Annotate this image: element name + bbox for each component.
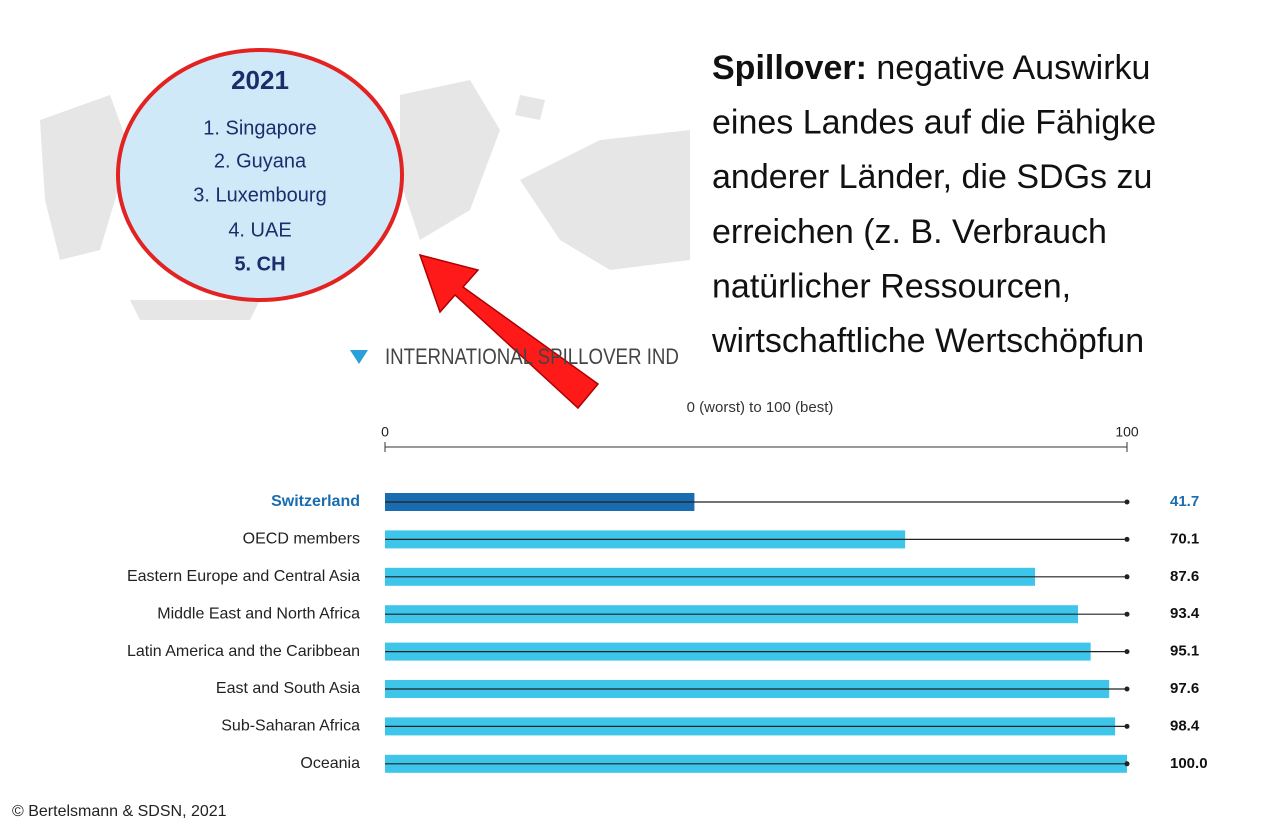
end-dot — [1124, 761, 1130, 767]
category-label: Latin America and the Caribbean — [127, 643, 360, 660]
category-label: Eastern Europe and Central Asia — [127, 568, 360, 585]
definition-line: erreichen (z. B. Verbrauch — [712, 213, 1107, 251]
category-label: Switzerland — [271, 493, 360, 510]
map-background — [40, 80, 690, 320]
axis-label: 0 (worst) to 100 (best) — [687, 399, 834, 416]
value-label: 98.4 — [1170, 717, 1200, 734]
definition-line: anderer Länder, die SDGs zu — [712, 158, 1152, 196]
value-label: 41.7 — [1170, 493, 1199, 510]
end-dot — [1124, 649, 1130, 655]
ranking-item: 4. UAE — [228, 219, 291, 241]
definition-line: eines Landes auf die Fähigke — [712, 104, 1156, 142]
value-label: 93.4 — [1170, 605, 1200, 622]
bubble — [116, 48, 404, 302]
category-label: East and South Asia — [216, 680, 360, 697]
definition-line: wirtschaftliche Wertschöpfun — [711, 322, 1144, 360]
end-dot — [1124, 686, 1130, 692]
source: © Bertelsmann & SDSN, 2021 — [12, 803, 227, 820]
category-label: Sub-Saharan Africa — [221, 718, 360, 735]
end-dot — [1124, 574, 1130, 580]
category-label: Middle East and North Africa — [157, 605, 360, 622]
value-label: 95.1 — [1170, 643, 1199, 660]
category-label: Oceania — [300, 755, 360, 772]
end-dot — [1124, 723, 1130, 729]
value-label: 87.6 — [1170, 568, 1199, 585]
value-label: 97.6 — [1170, 680, 1199, 697]
x-tick-label: 0 — [381, 424, 389, 440]
ranking-item: 3. Luxembourg — [193, 184, 326, 206]
end-dot — [1124, 536, 1130, 542]
category-label: OECD members — [243, 531, 360, 548]
chart-title: INTERNATIONAL SPILLOVER IND — [385, 345, 679, 369]
definition-line: Spillover: negative Auswirku — [712, 49, 1150, 87]
definition-term: Spillover: — [712, 49, 867, 87]
ranking-item: 5. CH — [234, 253, 285, 275]
ranking-bubble: 2021 — [116, 48, 404, 302]
ranking-item: 2. Guyana — [214, 150, 307, 172]
title-marker — [350, 350, 368, 364]
ranking-item: 1. Singapore — [203, 117, 316, 139]
definition-text: negative Auswirku — [876, 49, 1150, 87]
arrow — [418, 253, 600, 410]
value-label: 70.1 — [1170, 530, 1199, 547]
definition-line: natürlicher Ressourcen, — [712, 267, 1071, 305]
value-label: 100.0 — [1170, 755, 1208, 772]
x-tick-label: 100 — [1115, 424, 1139, 440]
ranking-year: 2021 — [231, 65, 289, 95]
end-dot — [1124, 499, 1130, 505]
end-dot — [1124, 611, 1130, 617]
